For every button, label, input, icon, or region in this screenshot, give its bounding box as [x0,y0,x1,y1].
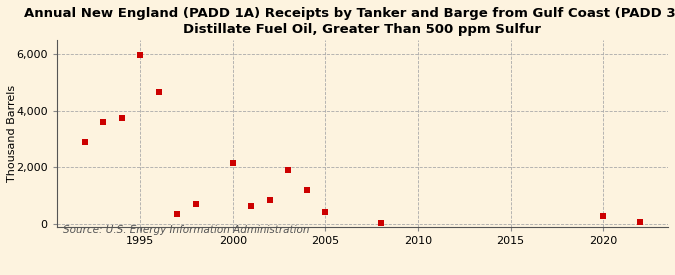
Y-axis label: Thousand Barrels: Thousand Barrels [7,85,17,182]
Point [283,168,294,172]
Point [116,116,127,120]
Point [153,90,164,95]
Point [265,198,275,202]
Point [190,202,201,207]
Point [320,210,331,214]
Point [135,53,146,58]
Point [598,214,609,219]
Point [98,120,109,124]
Point [227,161,238,166]
Point [635,220,646,224]
Point [79,140,90,144]
Text: Source: U.S. Energy Information Administration: Source: U.S. Energy Information Administ… [63,224,309,235]
Point [302,188,313,192]
Point [375,221,386,225]
Point [171,212,182,216]
Point [246,204,256,208]
Title: Annual New England (PADD 1A) Receipts by Tanker and Barge from Gulf Coast (PADD : Annual New England (PADD 1A) Receipts by… [24,7,675,36]
